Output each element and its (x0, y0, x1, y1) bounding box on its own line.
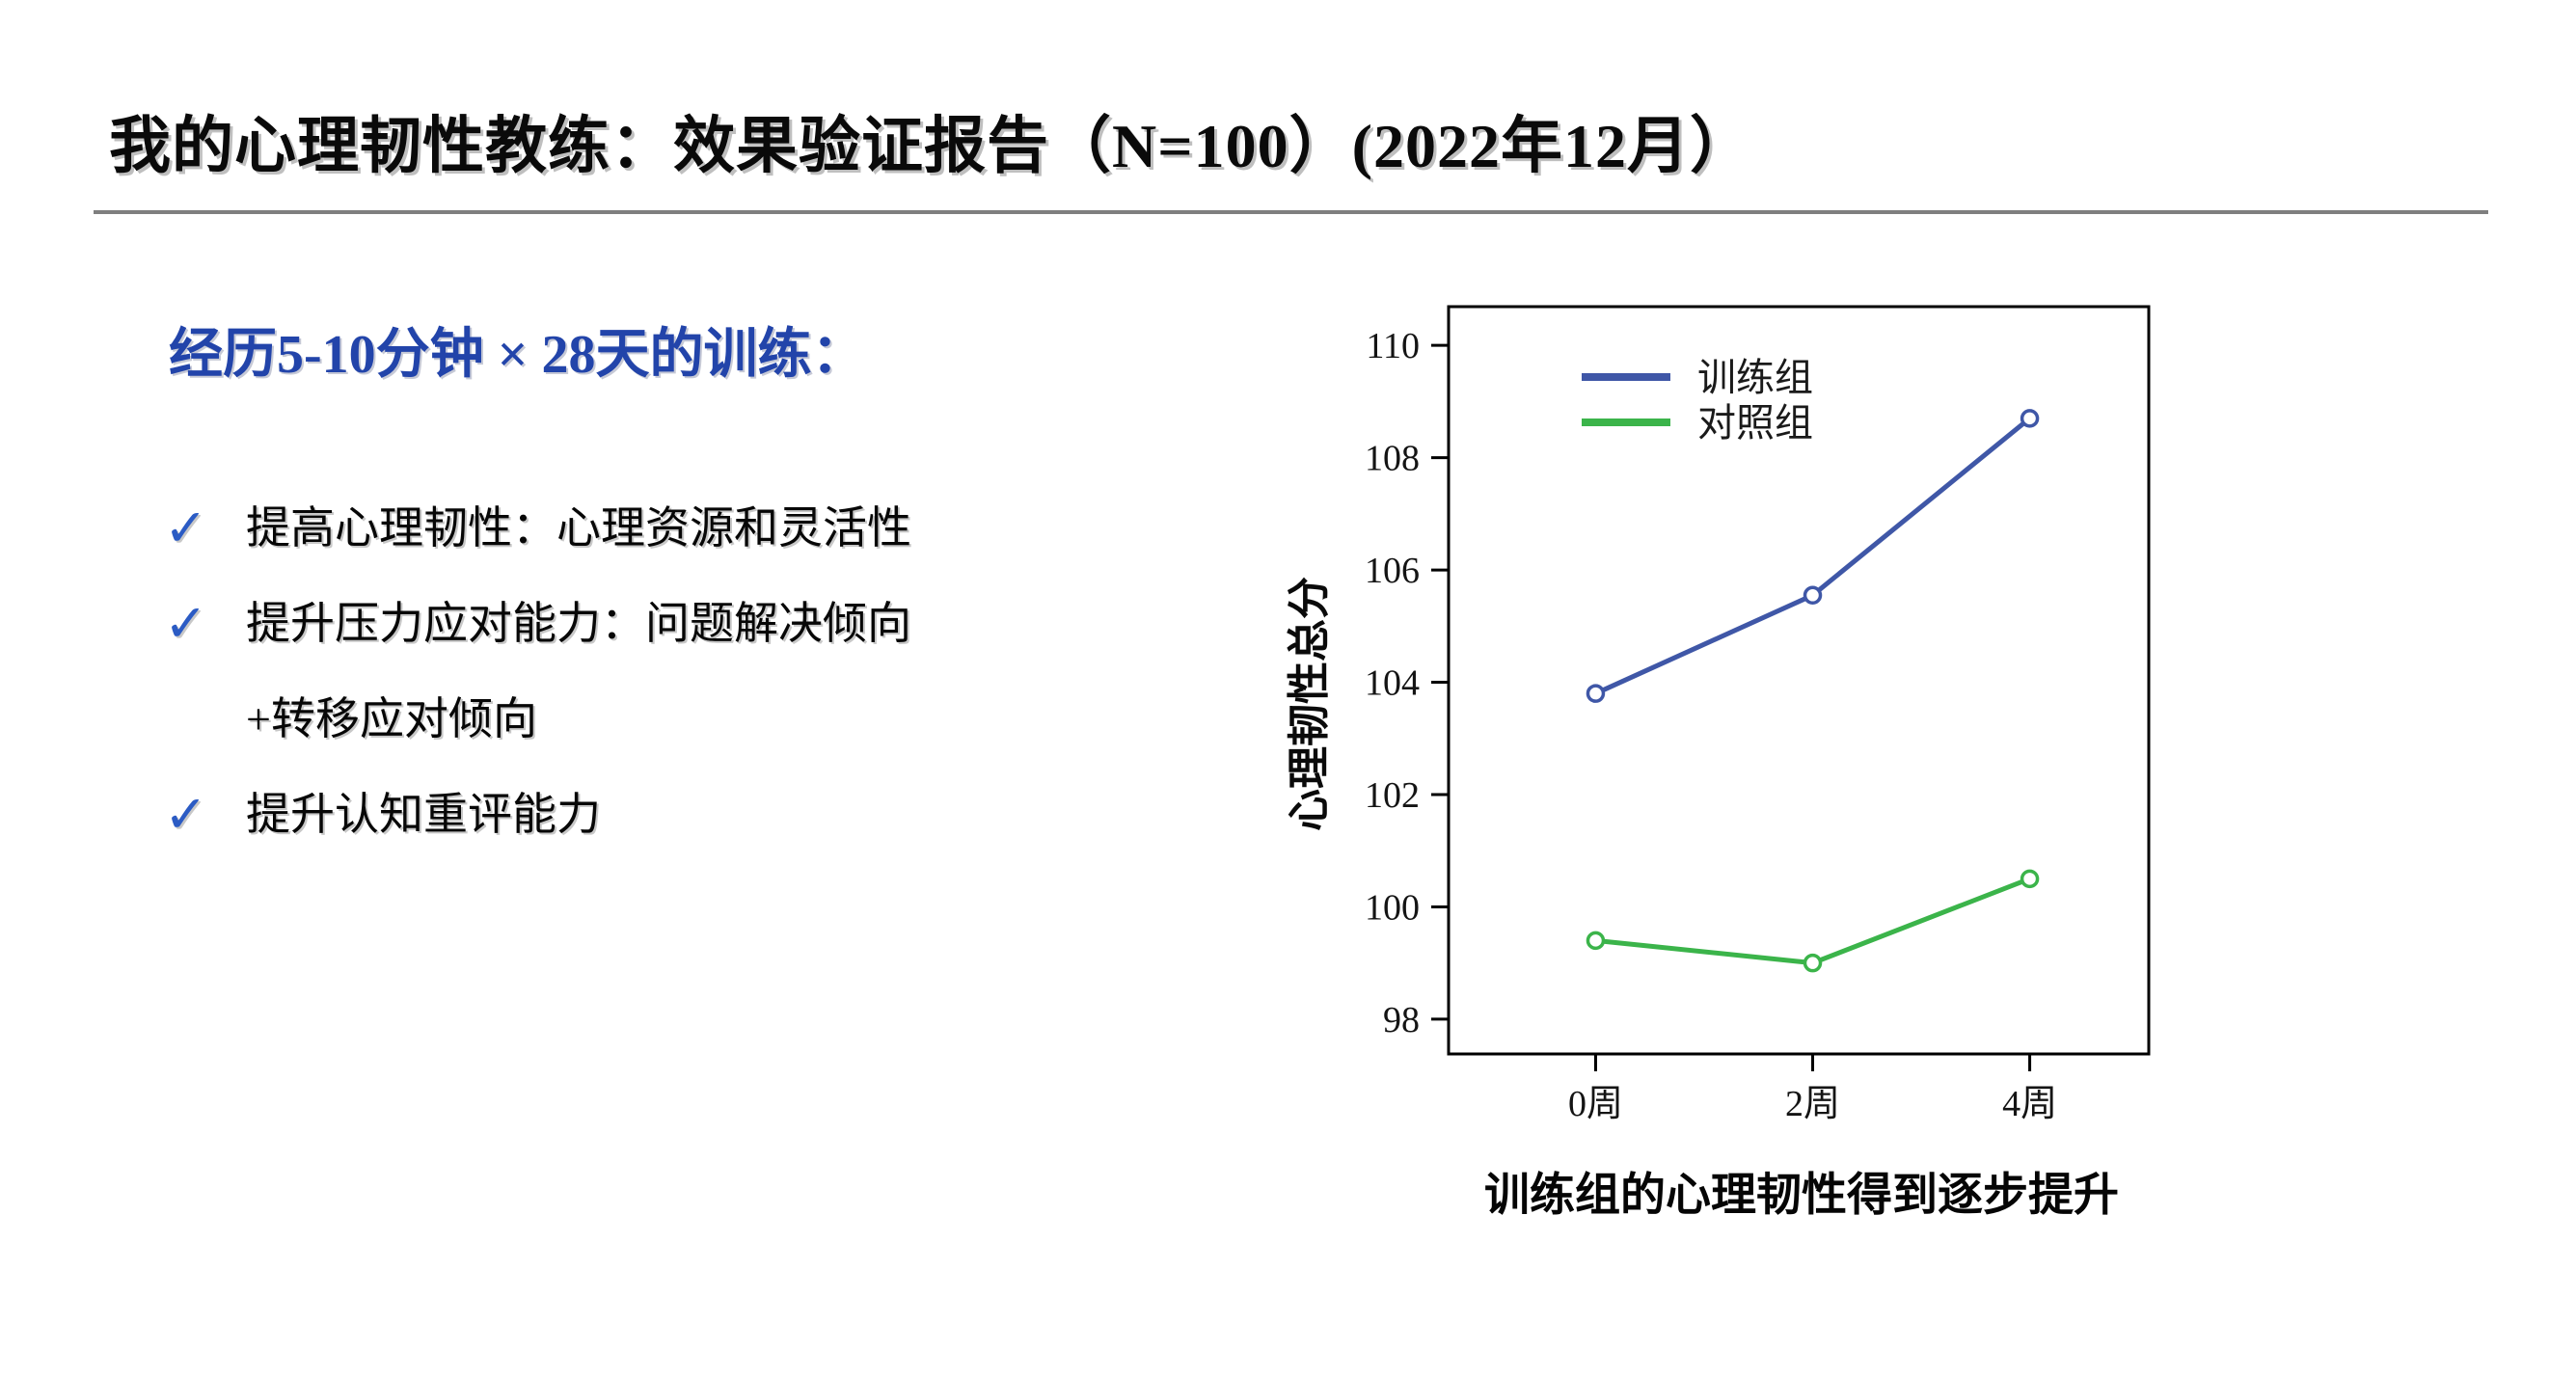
y-tick-label: 102 (1365, 775, 1420, 816)
y-tick-label: 98 (1383, 1000, 1420, 1040)
bullet-list: ✓ 提高心理韧性：心理资源和灵活性 ✓ 提升压力应对能力：问题解决倾向 +转移应… (164, 480, 911, 862)
line-chart: 110 108 106 104 102 100 98 0周 2周 4周 心理韧性总分 训练组 对… (1286, 305, 2151, 1221)
legend: 训练组 对照组 (1582, 356, 1813, 445)
chart-caption: 训练组的心理韧性得到逐步提升 (1484, 1171, 2119, 1221)
bullet-line: +转移应对倾向 (246, 694, 537, 743)
data-point-marker (1803, 953, 1823, 973)
data-point-marker (1803, 585, 1823, 606)
y-tick-label: 108 (1365, 439, 1420, 479)
y-axis-title: 心理韧性总分 (1286, 577, 1333, 831)
y-tick-label: 110 (1366, 326, 1420, 366)
bullet-item: ✓ 提升认知重评能力 (164, 767, 911, 862)
title-divider (94, 210, 2488, 214)
bullet-text: 提升认知重评能力 (246, 767, 601, 862)
x-axis: 0周 2周 4周 (1568, 1054, 2057, 1124)
legend-label-control: 对照组 (1697, 401, 1813, 445)
bullet-item: ✓ 提高心理韧性：心理资源和灵活性 (164, 480, 911, 576)
bullet-line: 提高心理韧性：心理资源和灵活性 (246, 503, 911, 553)
data-point-marker (1586, 684, 1606, 703)
data-point-marker (1586, 931, 1606, 951)
x-tick-label: 2周 (1785, 1084, 1840, 1124)
plot-border (1447, 305, 2151, 1056)
data-point-marker (2020, 409, 2040, 428)
bullet-text: 提高心理韧性：心理资源和灵活性 (246, 480, 911, 576)
series-layer (1586, 409, 2040, 973)
checkmark-icon: ✓ (164, 593, 208, 654)
subtitle: 经历5-10分钟 × 28天的训练： (169, 325, 866, 385)
y-tick-label: 100 (1365, 887, 1420, 928)
data-point-marker (2020, 869, 2040, 889)
legend-label-training: 训练组 (1697, 356, 1813, 399)
bullet-line: 提升压力应对能力：问题解决倾向 (246, 599, 911, 648)
bullet-text: 提升压力应对能力：问题解决倾向 +转移应对倾向 (246, 576, 911, 767)
y-axis: 110 108 106 104 102 100 98 (1365, 326, 1449, 1040)
checkmark-icon: ✓ (164, 498, 208, 558)
x-tick-label: 0周 (1568, 1084, 1623, 1124)
checkmark-icon: ✓ (164, 784, 208, 845)
bullet-line: 提升认知重评能力 (246, 790, 601, 839)
y-tick-label: 104 (1365, 663, 1420, 704)
page-title: 我的心理韧性教练：效果验证报告（N=100）(2022年12月） (109, 112, 1752, 180)
y-tick-label: 106 (1365, 551, 1420, 591)
x-tick-label: 4周 (2002, 1084, 2057, 1124)
bullet-item: ✓ 提升压力应对能力：问题解决倾向 +转移应对倾向 (164, 576, 911, 767)
